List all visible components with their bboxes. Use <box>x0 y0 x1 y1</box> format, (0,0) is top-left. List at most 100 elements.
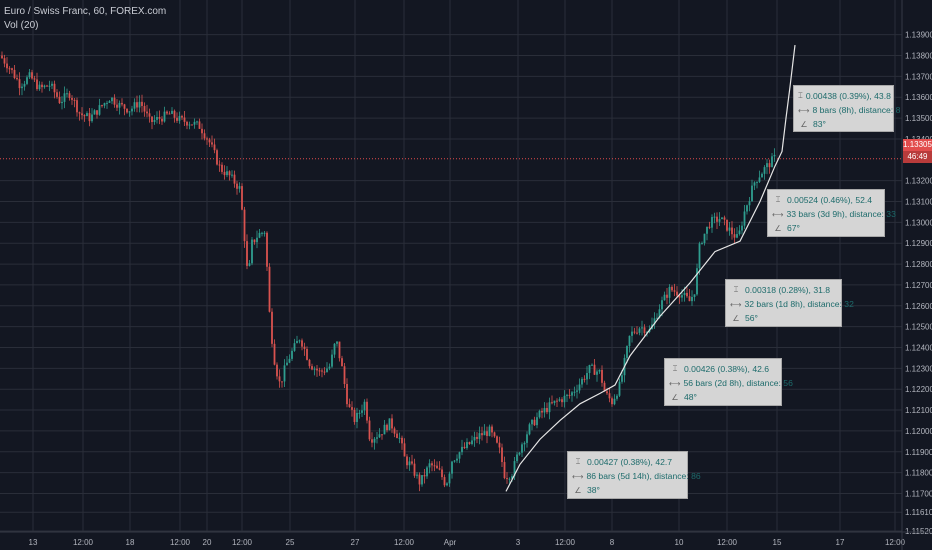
trend-curve[interactable] <box>505 45 796 492</box>
candle-body <box>33 78 36 80</box>
angle-icon: ∠ <box>732 313 740 323</box>
candle-body <box>613 398 616 405</box>
candle-body <box>463 446 466 448</box>
candle-body <box>683 292 686 296</box>
candle-body <box>718 219 721 222</box>
y-tick-label: 1.13900 <box>905 31 932 40</box>
candle-body <box>243 209 246 242</box>
candle-body <box>258 232 261 238</box>
candle-body <box>241 186 243 210</box>
x-tick-label: 15 <box>773 538 782 547</box>
candle-body <box>521 444 523 453</box>
candle-body <box>633 331 636 333</box>
candle-body <box>223 171 226 176</box>
measurement-box-5[interactable]: ⌶ 0.00427 (0.38%), 42.7 ⟷ 86 bars (5d 14h)… <box>567 451 701 499</box>
candle-body <box>131 108 133 112</box>
measurement-box-4[interactable]: ⌶ 0.00426 (0.38%), 42.6 ⟷ 56 bars (2d 8h),… <box>664 358 793 406</box>
y-tick-label: 1.12100 <box>905 406 932 415</box>
candle-body <box>761 173 763 178</box>
candle-body <box>483 431 486 436</box>
x-tick-label: 12:00 <box>232 538 253 547</box>
measurement-angle: 38° <box>587 485 600 495</box>
candle-body <box>248 263 251 266</box>
candle-body <box>506 478 508 480</box>
candle-body <box>51 83 53 86</box>
candle-body <box>678 295 681 298</box>
candle-body <box>336 341 338 344</box>
candle-body <box>491 426 493 433</box>
candle-body <box>466 442 468 448</box>
candle-body <box>8 68 11 70</box>
candle-body <box>356 412 358 422</box>
x-tick-label: 12:00 <box>394 538 415 547</box>
x-tick-label: 20 <box>203 538 212 547</box>
candle-body <box>388 418 391 431</box>
x-tick-label: 18 <box>126 538 135 547</box>
measurement-bars: 56 bars (2d 8h), distance: 56 <box>683 378 793 388</box>
candle-body <box>326 368 328 372</box>
candle-body <box>576 390 578 392</box>
candle-body <box>663 294 666 301</box>
candle-body <box>413 463 416 476</box>
candle-body <box>511 476 513 479</box>
candle-body <box>76 100 78 113</box>
measurement-box-3[interactable]: ⌶ 0.00318 (0.28%), 31.8 ⟷ 32 bars (1d 8h),… <box>725 279 854 327</box>
candle-body <box>428 463 431 468</box>
angle-icon: ∠ <box>574 485 582 495</box>
candle-body <box>288 358 291 363</box>
measurement-bars: 86 bars (5d 14h), distance: 86 <box>586 471 701 481</box>
candle-body <box>503 462 506 479</box>
y-tick-label: 1.13100 <box>905 198 932 207</box>
candle-body <box>621 375 623 382</box>
bar-range-icon: ⟷ <box>572 471 584 481</box>
candle-body <box>541 410 543 413</box>
angle-icon: ∠ <box>671 392 679 402</box>
candle-body <box>101 105 103 107</box>
candle-body <box>303 346 306 349</box>
candle-body <box>96 110 98 115</box>
candle-body <box>758 177 761 182</box>
candle-body <box>151 116 153 122</box>
y-tick-label: 1.12500 <box>905 323 932 332</box>
candle-body <box>31 72 33 79</box>
candle-body <box>171 110 173 114</box>
candle-body <box>566 394 568 396</box>
candle-body <box>478 433 481 439</box>
bar-range-icon: ⟷ <box>669 378 681 388</box>
candle-body <box>316 368 318 371</box>
candle-body <box>238 186 241 189</box>
candle-body <box>251 239 253 264</box>
candle-body <box>746 205 748 212</box>
y-tick-label: 1.13800 <box>905 52 932 61</box>
candle-body <box>743 211 746 226</box>
y-tick-label: 1.11700 <box>905 489 932 498</box>
candle-body <box>168 113 171 115</box>
candle-body <box>268 266 271 312</box>
candle-body <box>178 116 181 121</box>
candle-body <box>631 331 633 336</box>
candle-body <box>723 217 726 220</box>
candle-body <box>636 332 638 334</box>
candle-body <box>193 121 196 125</box>
y-tick-label: 1.12300 <box>905 364 932 373</box>
candle-body <box>751 185 753 202</box>
candle-body <box>568 394 571 396</box>
measurement-angle: 67° <box>787 223 800 233</box>
x-tick-label: 10 <box>675 538 684 547</box>
candle-body <box>13 69 16 79</box>
candle-body <box>496 436 498 443</box>
measurement-box-1[interactable]: ⌶ 0.00438 (0.39%), 43.8 ⟷ 8 bars (8h), dis… <box>793 85 900 132</box>
current-price-tag: 1.13305 <box>903 139 932 151</box>
candle-body <box>128 111 131 113</box>
candle-body <box>378 434 381 438</box>
candle-body <box>366 401 368 421</box>
candle-body <box>513 461 516 477</box>
measurement-box-2[interactable]: ⌶ 0.00524 (0.46%), 52.4 ⟷ 33 bars (3d 9h),… <box>767 189 896 237</box>
candle-body <box>401 437 403 444</box>
candle-body <box>46 85 48 87</box>
candle-body <box>748 201 751 206</box>
x-tick-label: 3 <box>516 538 521 547</box>
volume-indicator-label[interactable]: Vol (20) <box>4 20 39 31</box>
candle-body <box>573 391 576 393</box>
